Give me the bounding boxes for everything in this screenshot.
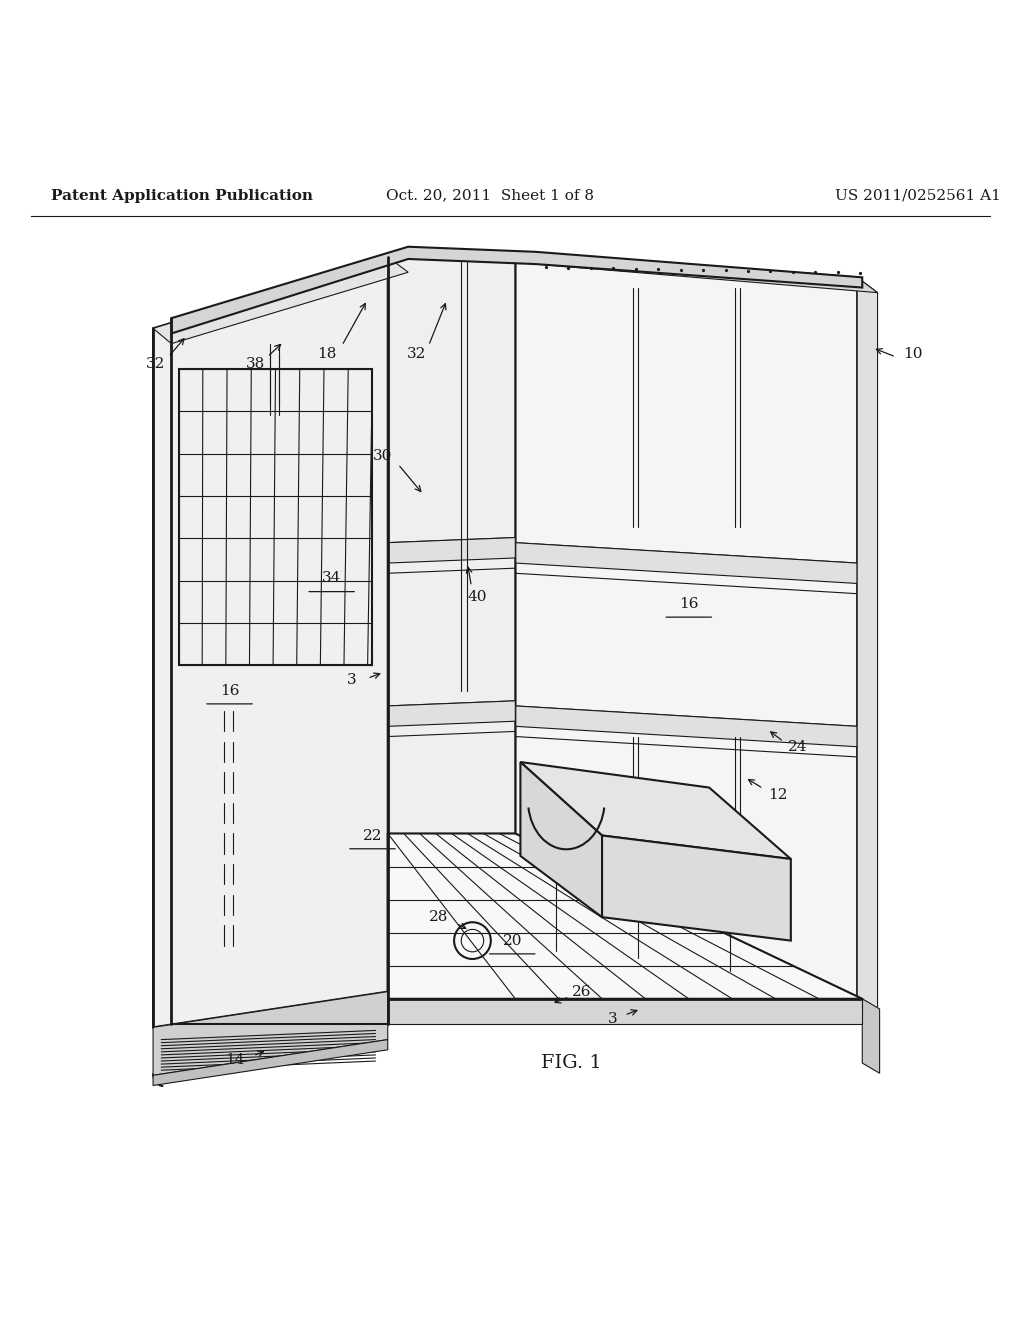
Text: 24: 24	[788, 739, 808, 754]
Text: 10: 10	[903, 347, 923, 360]
Polygon shape	[388, 537, 515, 564]
Text: 14: 14	[225, 1053, 245, 1067]
Polygon shape	[520, 762, 791, 859]
Text: Oct. 20, 2011  Sheet 1 of 8: Oct. 20, 2011 Sheet 1 of 8	[386, 189, 594, 203]
Polygon shape	[515, 252, 878, 293]
Text: 30: 30	[373, 449, 392, 463]
Text: 16: 16	[679, 597, 698, 611]
Polygon shape	[153, 257, 409, 343]
Text: 12: 12	[768, 788, 787, 801]
Text: 38: 38	[246, 358, 265, 371]
Polygon shape	[388, 252, 515, 991]
Polygon shape	[153, 257, 388, 1027]
Polygon shape	[515, 706, 857, 747]
Polygon shape	[602, 836, 791, 941]
Text: 34: 34	[322, 572, 341, 585]
Polygon shape	[515, 252, 857, 997]
Text: 26: 26	[571, 985, 592, 999]
Text: 16: 16	[220, 684, 240, 697]
Text: 18: 18	[316, 347, 336, 360]
Text: 20: 20	[503, 933, 522, 948]
Text: 40: 40	[468, 590, 487, 603]
Polygon shape	[388, 701, 515, 726]
Polygon shape	[388, 999, 862, 1024]
Text: US 2011/0252561 A1: US 2011/0252561 A1	[836, 189, 1001, 203]
Text: 22: 22	[362, 829, 382, 842]
Polygon shape	[388, 833, 862, 999]
Polygon shape	[153, 1040, 388, 1085]
Text: FIG. 1: FIG. 1	[541, 1055, 602, 1072]
Text: 3: 3	[347, 673, 356, 688]
Text: 32: 32	[407, 347, 426, 360]
Polygon shape	[515, 543, 857, 583]
Polygon shape	[862, 999, 880, 1073]
Polygon shape	[171, 247, 862, 334]
Text: 3: 3	[607, 1012, 617, 1026]
Polygon shape	[857, 277, 878, 1012]
Polygon shape	[153, 991, 388, 1076]
Text: 32: 32	[145, 358, 165, 371]
Text: Patent Application Publication: Patent Application Publication	[51, 189, 313, 203]
Text: 28: 28	[429, 911, 449, 924]
Polygon shape	[520, 762, 602, 917]
